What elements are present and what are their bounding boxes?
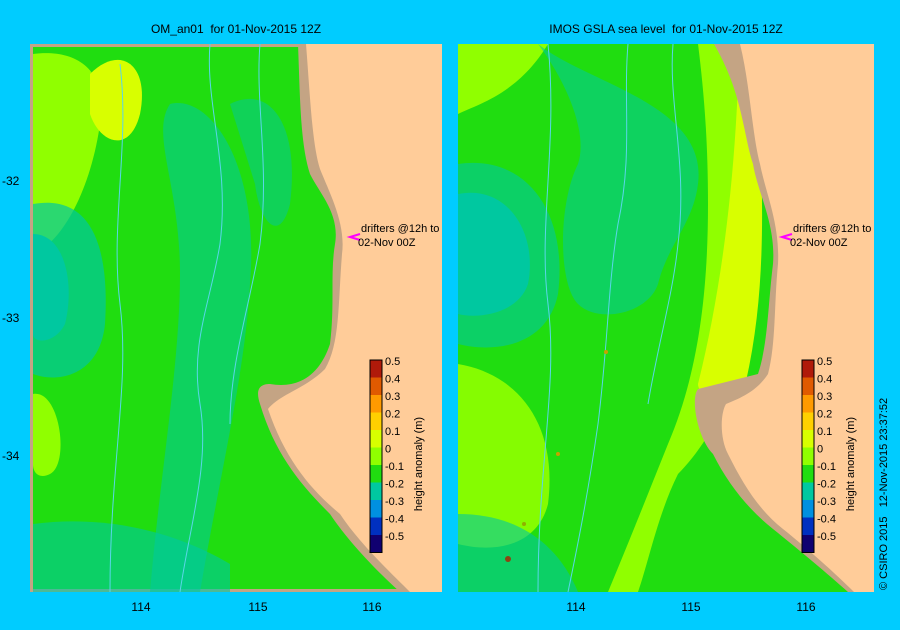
colorbar-tick-label: -0.1 — [385, 461, 404, 473]
colorbar-tick-label: 0.1 — [817, 426, 832, 438]
colorbar-tick-label: -0.2 — [817, 478, 836, 490]
bathymetry-contour — [647, 44, 682, 405]
colorbar-tick-label: 0.4 — [385, 373, 400, 385]
x-tick-label: 114 — [131, 600, 151, 614]
colorbar-tick-label: 0.1 — [385, 426, 400, 438]
anomaly-region — [33, 234, 69, 341]
colorbar-tick-label: 0.3 — [817, 391, 832, 403]
drifter-label-line1: drifters @12h to — [793, 223, 871, 235]
colorbar-label: height anomaly (m) — [845, 417, 857, 511]
anomaly-region — [230, 98, 292, 226]
bathymetry-contour — [179, 44, 223, 592]
drifter-label-line2: 02-Nov 00Z — [790, 237, 848, 249]
colorbar-segment — [802, 517, 814, 535]
colorbar-segment — [370, 447, 382, 465]
colorbar-segment — [802, 430, 814, 448]
colorbar-tick-label: -0.5 — [385, 531, 404, 543]
colorbar-tick-label: 0.4 — [817, 373, 832, 385]
colorbar-segment — [370, 430, 382, 448]
colorbar-segment — [370, 465, 382, 483]
drifter-label-line2: 02-Nov 00Z — [358, 237, 416, 249]
bathymetry-contour — [229, 44, 265, 425]
anomaly-region — [458, 364, 550, 548]
colorbar-tick-label: -0.5 — [817, 531, 836, 543]
x-tick-label: 116 — [362, 600, 382, 614]
x-tick-label: 114 — [566, 600, 586, 614]
map-left-svg: drifters @12h to 02-Nov 00Z 0.5 0.4 0.3 0.2… — [30, 44, 442, 592]
colorbar-segment — [802, 360, 814, 378]
panel-title-left: OM_an01 for 01-Nov-2015 12Z — [150, 22, 322, 36]
colorbar-tick-label: -0.2 — [385, 478, 404, 490]
colorbar-tick-label: -0.4 — [817, 513, 836, 525]
colorbar-segment — [802, 395, 814, 413]
colorbar-left: 0.5 0.4 0.3 0.2 0.1 0 -0.1 -0.2 -0.3 -0.4 -0.5 — [369, 356, 404, 553]
colorbar-segment — [370, 377, 382, 395]
y-tick-label: -32 — [2, 174, 20, 188]
y-tick-label: -33 — [2, 311, 20, 325]
panel-title-right: IMOS GSLA sea level for 01-Nov-2015 12Z — [549, 22, 783, 36]
colorbar-tick-label: 0.5 — [385, 356, 400, 368]
colorbar-segment — [802, 482, 814, 500]
colorbar-label: height anomaly (m) — [413, 417, 425, 511]
anomaly-region — [538, 44, 699, 315]
colorbar-segment — [802, 500, 814, 518]
colorbar-segment — [802, 412, 814, 430]
colorbar-tick-label: -0.4 — [385, 513, 404, 525]
drifter-point — [522, 522, 526, 526]
x-tick-label: 115 — [248, 600, 268, 614]
drifter-point — [604, 350, 608, 354]
map-panel-left[interactable]: drifters @12h to 02-Nov 00Z 0.5 0.4 0.3 0.2… — [30, 44, 442, 592]
colorbar-segment — [370, 500, 382, 518]
colorbar-tick-label: -0.1 — [817, 461, 836, 473]
anomaly-region — [33, 393, 61, 476]
colorbar-segment — [802, 377, 814, 395]
drifter-label-line1: drifters @12h to — [361, 223, 439, 235]
colorbar-tick-label: 0.5 — [817, 356, 832, 368]
anomaly-region — [90, 59, 142, 141]
land-area — [721, 44, 874, 592]
drifter-marker — [346, 233, 361, 241]
copyright-stamp: © CSIRO 2015 12-Nov-2015 23:37:52 — [878, 397, 890, 590]
colorbar-tick-label: -0.3 — [385, 496, 404, 508]
colorbar-segment — [370, 360, 382, 378]
colorbar-tick-label: 0 — [817, 443, 823, 455]
bathymetry-contour — [537, 44, 552, 592]
land-area — [268, 44, 442, 592]
map-panel-right[interactable]: drifters @12h to 02-Nov 00Z 0.5 0.4 0.3 0.2… — [458, 44, 874, 592]
anomaly-region — [33, 521, 230, 592]
colorbar-tick-label: 0.3 — [385, 391, 400, 403]
colorbar-segment — [370, 535, 382, 553]
colorbar-tick-label: 0.2 — [385, 408, 400, 420]
x-tick-label: 115 — [681, 600, 701, 614]
map-right-svg: drifters @12h to 02-Nov 00Z 0.5 0.4 0.3 0.2… — [458, 44, 874, 592]
drifter-point — [505, 556, 511, 562]
bathymetry-contour — [109, 63, 124, 592]
x-tick-label: 116 — [796, 600, 816, 614]
anomaly-region — [150, 103, 252, 592]
colorbar-border — [801, 359, 815, 553]
anomaly-region — [608, 44, 758, 592]
colorbar-tick-label: 0.2 — [817, 408, 832, 420]
anomaly-region — [458, 192, 530, 316]
colorbar-segment — [802, 535, 814, 553]
colorbar-segment — [370, 395, 382, 413]
colorbar-segment — [802, 465, 814, 483]
colorbar-segment — [802, 447, 814, 465]
anomaly-region — [458, 44, 548, 114]
drifter-point — [556, 452, 560, 456]
colorbar-border — [369, 359, 383, 553]
colorbar-tick-label: 0 — [385, 443, 391, 455]
bathymetry-contour — [567, 44, 629, 592]
colorbar-tick-label: -0.3 — [817, 496, 836, 508]
anomaly-region — [458, 514, 578, 592]
colorbar-right: 0.5 0.4 0.3 0.2 0.1 0 -0.1 -0.2 -0.3 -0.4 -0.5 — [801, 356, 836, 553]
drifter-marker — [778, 233, 793, 241]
colorbar-segment — [370, 482, 382, 500]
colorbar-segment — [370, 412, 382, 430]
y-tick-label: -34 — [2, 449, 20, 463]
colorbar-segment — [370, 517, 382, 535]
anomaly-region — [698, 84, 763, 400]
